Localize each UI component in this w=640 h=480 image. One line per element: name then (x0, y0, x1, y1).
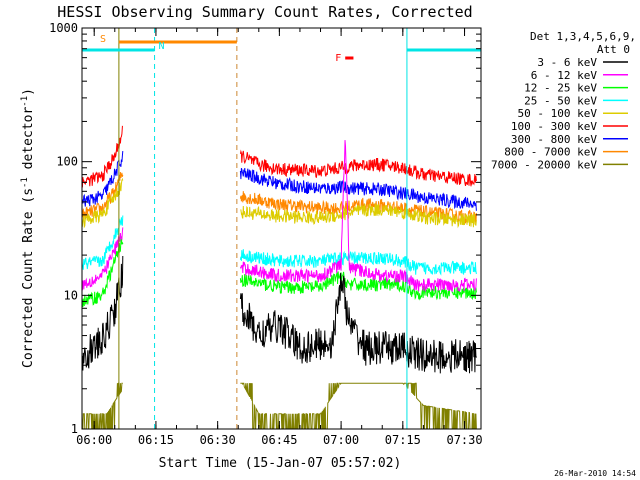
plot-content: SNNF (82, 28, 481, 429)
y-tick-label-100: 100 (56, 155, 78, 169)
x-tick-label-07:00: 07:00 (323, 433, 359, 447)
legend-label-0: 3 - 6 keV (537, 56, 597, 69)
x-axis-label: Start Time (15-Jan-07 05:57:02) (159, 456, 402, 471)
flag-label-n-1: N (159, 41, 165, 52)
series-line-6-12-keV (82, 140, 477, 293)
date-stamp: 26-Mar-2010 14:54 (554, 469, 636, 478)
series-line-12-25-keV (82, 236, 477, 308)
x-tick-label-07:15: 07:15 (385, 433, 421, 447)
series-line-3-6-keV (82, 255, 477, 374)
y-axis-label: Corrected Count Rate (s-1 detector-1) (20, 88, 36, 368)
legend-label-3: 25 - 50 keV (524, 94, 597, 107)
chart-title: HESSI Observing Summary Count Rates, Cor… (57, 3, 472, 21)
legend-label-4: 50 - 100 keV (518, 107, 598, 120)
legend-title-line-2: Att 0 (597, 43, 630, 56)
axis-ticks: 1 10 100 1000 06:00 06:15 06:30 06:45 07:00 07:15… (49, 21, 483, 447)
series-line-100-300-keV (82, 125, 477, 188)
x-tick-label-06:00: 06:00 (76, 433, 112, 447)
legend-label-5: 100 - 300 keV (511, 120, 597, 133)
x-tick-label-06:45: 06:45 (261, 433, 297, 447)
series-line-50-100-keV (82, 177, 477, 229)
legend-label-8: 7000 - 20000 keV (491, 158, 597, 171)
series-line-300-800-keV (82, 151, 477, 211)
series-line-25-50-keV (82, 215, 477, 276)
legend-label-6: 300 - 800 keV (511, 133, 597, 146)
y-label-end: ) (21, 88, 36, 96)
y-tick-label-1: 1 (71, 422, 78, 436)
plot-area: SNNF (82, 28, 481, 429)
y-label-main: Corrected Count Rate (s (21, 188, 36, 368)
flag-label-f-3: F (335, 53, 341, 64)
legend-label-7: 800 - 7000 keV (504, 146, 597, 159)
plot-frame (81, 27, 482, 430)
y-tick-label-10: 10 (64, 288, 78, 302)
y-label-sup2: -1 (20, 96, 30, 107)
y-label-sup1: -1 (20, 177, 30, 188)
legend-title-line-1: Det 1,3,4,5,6,9, (530, 30, 636, 43)
x-tick-label-07:30: 07:30 (446, 433, 482, 447)
y-tick-label-1000: 1000 (49, 21, 78, 35)
x-tick-label-06:30: 06:30 (200, 433, 236, 447)
series-line-7000-20000-keV (82, 382, 477, 429)
flag-label-s-0: S (100, 34, 106, 45)
x-tick-label-06:15: 06:15 (138, 433, 174, 447)
legend-label-1: 6 - 12 keV (531, 69, 598, 82)
y-label-mid: detector (21, 107, 36, 178)
legend-label-2: 12 - 25 keV (524, 82, 597, 95)
